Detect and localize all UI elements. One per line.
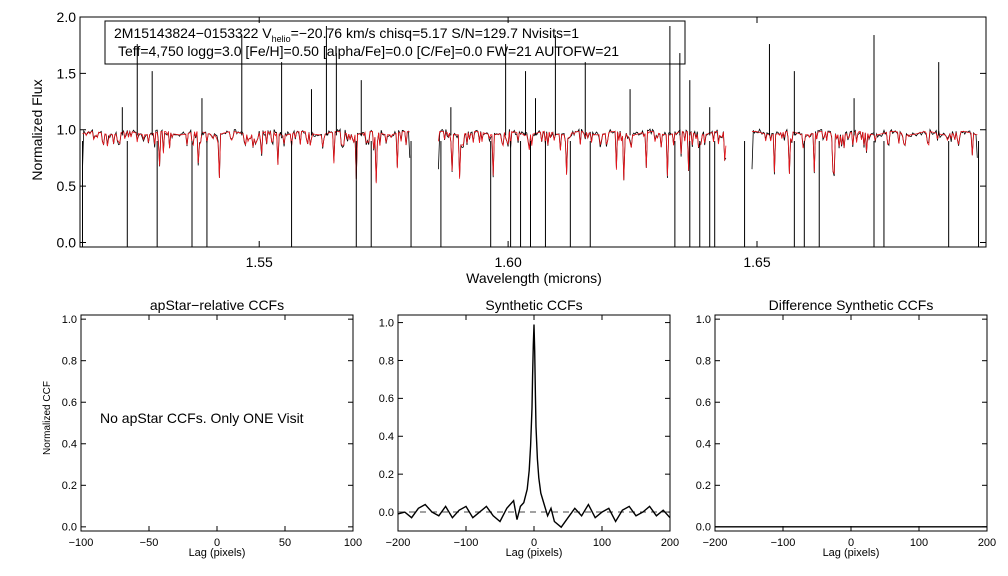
spectrum-ytick-label: 2.0 — [57, 9, 77, 25]
difference-ccf-ytick-label: 0.8 — [696, 356, 711, 368]
apstar-ccf-xtick-label: −100 — [69, 537, 94, 549]
apstar-ccf-ytick-label: 0.4 — [62, 439, 77, 451]
no-ccf-message: No apStar CCFs. Only ONE Visit — [100, 410, 304, 426]
spectrum-annotation: 2M15143824−0153322 Vhelio=−20.76 km/s ch… — [104, 20, 686, 65]
apstar-ccf-ytick-label: 0.0 — [62, 522, 77, 534]
spectrum-ytick-label: 1.5 — [57, 65, 77, 81]
annotation-line-1a: 2M15143824−0153322 V — [114, 25, 272, 41]
difference-ccf-xlabel: Lag (pixels) — [823, 547, 880, 559]
difference-ccf-ytick-label: 0.4 — [696, 439, 711, 451]
spectrum-ytick-label: 0.5 — [57, 178, 77, 194]
synthetic-ccf-xtick-label: −200 — [386, 537, 411, 549]
spectrum-xtick-label: 1.55 — [246, 254, 273, 270]
apstar-ccf-ylabel: Normalized CCF — [42, 381, 53, 455]
synthetic-ccf-panel: Synthetic CCFs Lag (pixels) −200 −100 0 100… — [379, 297, 679, 559]
apstar-ccf-xlabel: Lag (pixels) — [189, 547, 246, 559]
spectrum-ylabel: Normalized Flux — [29, 79, 45, 180]
spectrum-ytick-label: 0.0 — [57, 234, 77, 250]
difference-ccf-xtick-label: −200 — [703, 537, 728, 549]
synthetic-spectrum-line — [82, 130, 410, 184]
difference-ccf-xtick-label: −100 — [771, 537, 796, 549]
synthetic-ccf-ytick-label: 0.6 — [379, 393, 394, 405]
apstar-ccf-ytick-label: 0.8 — [62, 356, 77, 368]
spectrum-ytick-label: 1.0 — [57, 122, 77, 138]
apstar-ccf-xtick-label: −50 — [140, 537, 159, 549]
synthetic-ccf-xtick-label: 100 — [593, 537, 611, 549]
annotation-subscript: helio — [272, 34, 291, 44]
difference-ccf-ytick-label: 0.0 — [696, 522, 711, 534]
apstar-ccf-panel: apStar−relative CCFs Normalized CCF Lag … — [42, 297, 362, 559]
difference-ccf-ytick-label: 1.0 — [696, 314, 711, 326]
difference-ccf-frame — [714, 314, 988, 532]
annotation-line-1b: =−20.76 km/s chisq=5.17 S/N=129.7 Nvisit… — [291, 25, 580, 41]
apstar-ccf-xtick-label: 0 — [214, 537, 220, 549]
synthetic-spectrum-line — [438, 130, 727, 181]
synthetic-ccf-xtick-label: −100 — [454, 537, 479, 549]
spectrum-panel: Normalized Flux Wavelength (microns) 2M1… — [29, 9, 987, 286]
annotation-box — [104, 20, 686, 65]
apstar-ccf-ytick-label: 0.2 — [62, 480, 77, 492]
difference-ccf-xtick-label: 100 — [910, 537, 928, 549]
apstar-ccf-xtick-label: 50 — [279, 537, 291, 549]
spectrum-xtick-label: 1.65 — [743, 254, 770, 270]
spectrum-frame — [79, 16, 987, 248]
synthetic-ccf-title: Synthetic CCFs — [485, 297, 582, 313]
difference-ccf-ytick-label: 0.6 — [696, 397, 711, 409]
difference-ccf-title: Difference Synthetic CCFs — [769, 297, 934, 313]
apstar-ccf-ytick-label: 1.0 — [62, 314, 77, 326]
apstar-ccf-ytick-label: 0.6 — [62, 397, 77, 409]
synthetic-ccf-ytick-label: 0.2 — [379, 469, 394, 481]
synthetic-ccf-xtick-label: 0 — [531, 537, 537, 549]
synthetic-ccf-xlabel: Lag (pixels) — [506, 547, 563, 559]
apstar-ccf-xtick-label: 100 — [344, 537, 362, 549]
synthetic-ccf-ytick-label: 1.0 — [379, 317, 394, 329]
synthetic-ccf-curve — [397, 324, 671, 529]
spectrum-xtick-label: 1.60 — [494, 254, 521, 270]
synthetic-ccf-ytick-label: 0.0 — [379, 507, 394, 519]
synthetic-ccf-ytick-label: 0.8 — [379, 355, 394, 367]
annotation-line-2: Teff=4,750 logg=3.0 [Fe/H]=0.50 [alpha/F… — [118, 43, 619, 59]
difference-ccf-xtick-label: 0 — [848, 537, 854, 549]
synthetic-ccf-xtick-label: 200 — [661, 537, 679, 549]
spectrum-xlabel: Wavelength (microns) — [466, 270, 602, 286]
synthetic-spectrum-line — [751, 130, 978, 175]
difference-ccf-xtick-label: 200 — [978, 537, 996, 549]
annotation-line-1: 2M15143824−0153322 Vhelio=−20.76 km/s ch… — [114, 25, 579, 44]
synthetic-ccf-ytick-label: 0.4 — [379, 431, 394, 443]
apstar-ccf-title: apStar−relative CCFs — [150, 297, 284, 313]
difference-ccf-ytick-label: 0.2 — [696, 480, 711, 492]
difference-ccf-panel: Difference Synthetic CCFs Lag (pixels) −… — [696, 297, 996, 559]
